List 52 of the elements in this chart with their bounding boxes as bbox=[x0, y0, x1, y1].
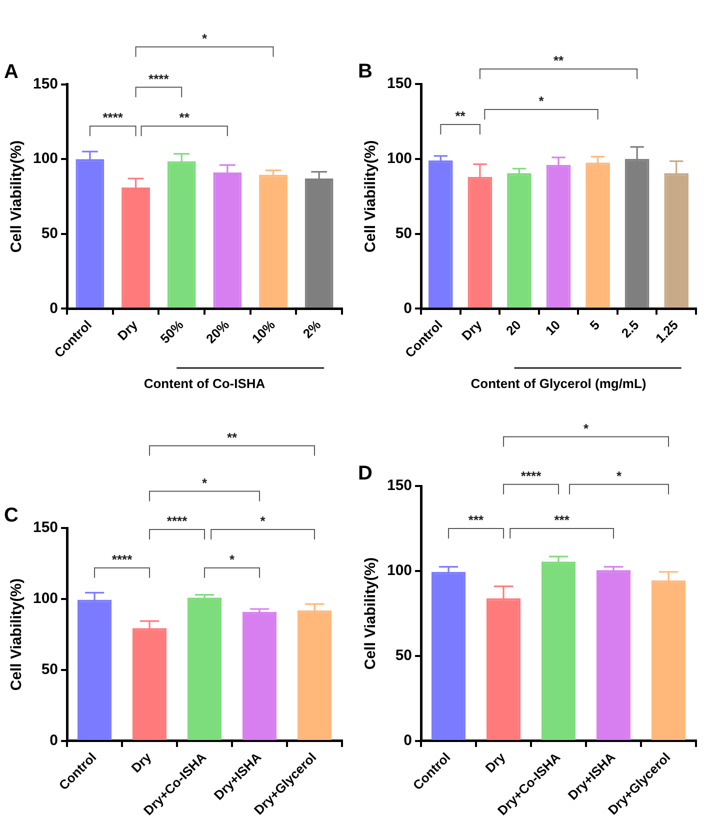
chart-title: C bbox=[4, 504, 18, 527]
y-tick-label: 50 bbox=[41, 661, 58, 678]
y-axis-title: Cell Viability(%) bbox=[362, 557, 380, 670]
x-tick-label: 50% bbox=[157, 316, 187, 346]
text: ** bbox=[553, 53, 565, 68]
annotation: * bbox=[260, 514, 266, 529]
y-tick-label: 100 bbox=[32, 150, 58, 168]
text: * bbox=[202, 475, 208, 490]
text: * bbox=[616, 468, 622, 484]
y-tick-label: 0 bbox=[404, 732, 412, 750]
annotation: **** bbox=[102, 110, 124, 126]
text: **** bbox=[520, 468, 542, 484]
y-tick-label: 50 bbox=[395, 647, 412, 664]
x-tick-label: Dry bbox=[458, 316, 486, 344]
x-tick-label: 10 bbox=[542, 317, 564, 338]
text: ** bbox=[226, 430, 238, 445]
annotation: ** bbox=[179, 110, 190, 126]
annotation: **** bbox=[112, 552, 134, 567]
text: * bbox=[583, 420, 590, 436]
annotation: **** bbox=[166, 514, 188, 529]
x-axis-title: Content of Co-ISHA bbox=[144, 376, 266, 391]
y-tick-label: 150 bbox=[32, 519, 58, 536]
annotation: **** bbox=[148, 71, 170, 86]
x-tick-label: 2% bbox=[300, 316, 324, 342]
y-tick-label: 150 bbox=[386, 477, 412, 494]
annotation: ** bbox=[455, 108, 466, 124]
x-tick-label: Dry bbox=[114, 316, 141, 344]
y-tick-label: 100 bbox=[32, 590, 58, 608]
y-axis-title: Cell Viability(%) bbox=[8, 140, 26, 253]
y-tick-label: 50 bbox=[395, 224, 412, 242]
text: * bbox=[202, 30, 208, 46]
chart-title: A bbox=[4, 60, 18, 83]
y-tick-label: 150 bbox=[32, 75, 58, 92]
annotation: *** bbox=[468, 512, 485, 528]
y-axis-title: Cell Viability(%) bbox=[362, 140, 380, 252]
y-axis-title: Cell Viability(%) bbox=[8, 578, 26, 691]
x-tick-label: 2.5 bbox=[618, 317, 642, 341]
chart-title: B bbox=[358, 60, 372, 83]
y-tick-label: 0 bbox=[404, 300, 412, 317]
x-tick-label: 20 bbox=[503, 317, 524, 338]
y-tick-label: 100 bbox=[386, 562, 412, 580]
annotation: * bbox=[538, 94, 545, 109]
annotation: * bbox=[229, 552, 236, 567]
annotation: *** bbox=[554, 512, 570, 528]
y-tick-label: 0 bbox=[50, 732, 58, 750]
y-tick-label: 150 bbox=[386, 75, 412, 92]
x-axis-title: Content of Glycerol (mg/mL) bbox=[470, 376, 646, 391]
chart-title: D bbox=[358, 462, 372, 485]
y-tick-label: 100 bbox=[386, 150, 412, 168]
y-tick-label: 0 bbox=[50, 300, 58, 317]
x-tick-label: 5 bbox=[586, 317, 602, 333]
y-tick-label: 50 bbox=[41, 225, 58, 242]
